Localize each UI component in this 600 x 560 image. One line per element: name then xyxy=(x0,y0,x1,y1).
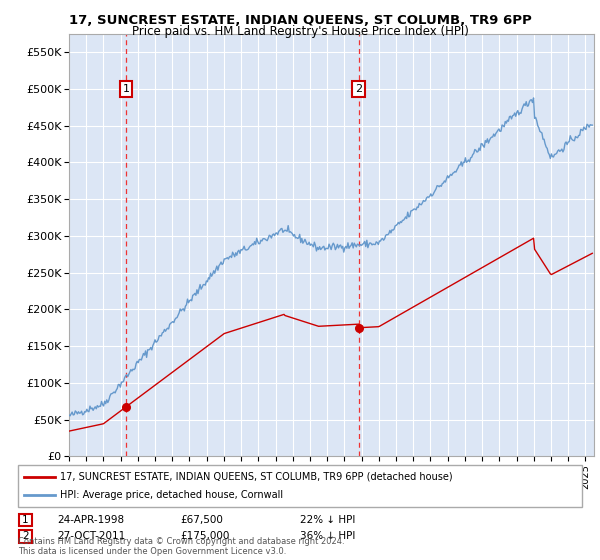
Text: 24-APR-1998: 24-APR-1998 xyxy=(57,515,124,525)
Text: 2: 2 xyxy=(355,84,362,94)
Text: 17, SUNCREST ESTATE, INDIAN QUEENS, ST COLUMB, TR9 6PP: 17, SUNCREST ESTATE, INDIAN QUEENS, ST C… xyxy=(68,14,532,27)
Text: Price paid vs. HM Land Registry's House Price Index (HPI): Price paid vs. HM Land Registry's House … xyxy=(131,25,469,38)
Text: HPI: Average price, detached house, Cornwall: HPI: Average price, detached house, Corn… xyxy=(60,490,283,500)
Text: 1: 1 xyxy=(122,84,130,94)
Text: 1: 1 xyxy=(22,515,29,525)
FancyBboxPatch shape xyxy=(18,465,582,507)
Text: 36% ↓ HPI: 36% ↓ HPI xyxy=(300,531,355,541)
Text: Contains HM Land Registry data © Crown copyright and database right 2024.
This d: Contains HM Land Registry data © Crown c… xyxy=(18,536,344,556)
Text: 2: 2 xyxy=(22,531,29,542)
Text: £175,000: £175,000 xyxy=(180,531,229,541)
Text: 27-OCT-2011: 27-OCT-2011 xyxy=(57,531,125,541)
FancyBboxPatch shape xyxy=(19,514,32,526)
FancyBboxPatch shape xyxy=(19,530,32,543)
Text: 17, SUNCREST ESTATE, INDIAN QUEENS, ST COLUMB, TR9 6PP (detached house): 17, SUNCREST ESTATE, INDIAN QUEENS, ST C… xyxy=(60,472,453,482)
Text: £67,500: £67,500 xyxy=(180,515,223,525)
Text: 22% ↓ HPI: 22% ↓ HPI xyxy=(300,515,355,525)
